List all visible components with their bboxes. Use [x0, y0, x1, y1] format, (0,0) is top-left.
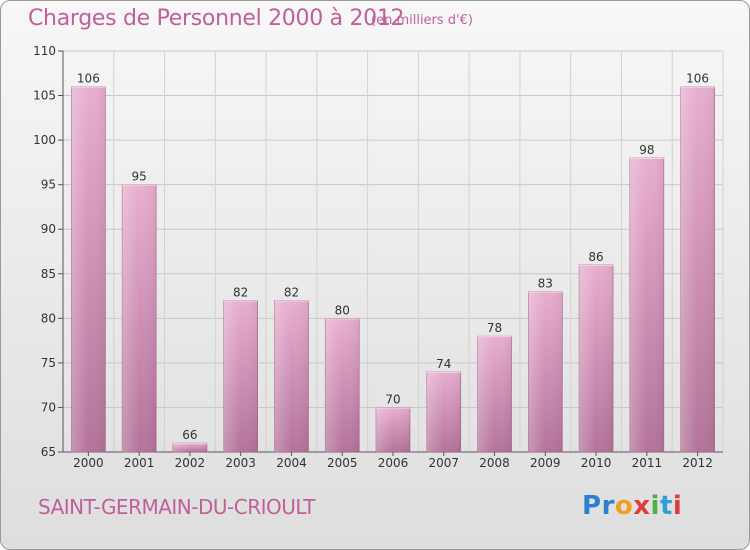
- logo-letter: x: [633, 491, 651, 521]
- data-label: 82: [233, 286, 248, 300]
- data-label: 83: [538, 277, 553, 291]
- y-tick-label: 75: [41, 356, 56, 370]
- logo-letter: o: [614, 491, 634, 521]
- data-label: 78: [487, 321, 502, 335]
- y-tick-label: 95: [41, 178, 56, 192]
- logo-letter: i: [672, 491, 683, 521]
- x-tick-label: 2010: [581, 456, 612, 470]
- data-label: 98: [639, 143, 654, 157]
- bar-highlight: [579, 264, 614, 452]
- y-tick-label: 105: [33, 89, 56, 103]
- x-tick-label: 2011: [632, 456, 663, 470]
- bar-highlight: [223, 300, 258, 452]
- bar-highlight: [528, 291, 563, 452]
- logo-letter: r: [601, 491, 615, 521]
- y-tick-label: 85: [41, 267, 56, 281]
- x-tick-label: 2001: [124, 456, 155, 470]
- y-tick-label: 90: [41, 222, 56, 236]
- chart-unit: (en milliers d'€): [371, 13, 473, 28]
- x-tick-label: 2003: [225, 456, 256, 470]
- data-label: 66: [182, 428, 197, 442]
- commune-name: SAINT-GERMAIN-DU-CRIOULT: [38, 495, 315, 519]
- x-tick-label: 2007: [428, 456, 459, 470]
- proxiti-logo: Proxiti: [582, 491, 682, 521]
- data-label: 106: [77, 72, 100, 86]
- x-tick-label: 2006: [378, 456, 409, 470]
- data-label: 82: [284, 286, 299, 300]
- bar-highlight: [376, 407, 410, 452]
- x-tick-label: 2012: [682, 456, 713, 470]
- bar-highlight: [680, 86, 715, 453]
- x-tick-label: 2005: [327, 456, 358, 470]
- x-tick-label: 2002: [175, 456, 206, 470]
- bar-highlight: [325, 318, 360, 452]
- bar-highlight: [122, 184, 157, 452]
- bar-highlight: [426, 371, 461, 452]
- bar-highlight: [172, 443, 207, 452]
- y-tick-label: 80: [41, 311, 56, 325]
- data-label: 74: [436, 357, 451, 371]
- data-label: 70: [385, 392, 400, 406]
- data-label: 106: [686, 72, 709, 86]
- x-tick-label: 2008: [479, 456, 510, 470]
- chart-title: Charges de Personnel 2000 à 2012: [28, 6, 405, 31]
- logo-letter: P: [582, 491, 602, 521]
- y-tick-label: 110: [33, 44, 56, 58]
- x-tick-label: 2009: [530, 456, 561, 470]
- x-tick-label: 2000: [73, 456, 104, 470]
- data-label: 95: [132, 170, 147, 184]
- bar-highlight: [274, 300, 309, 452]
- bar-highlight: [629, 157, 664, 452]
- y-tick-label: 100: [33, 133, 56, 147]
- logo-letter: t: [659, 491, 673, 521]
- bar-highlight: [477, 336, 512, 452]
- data-label: 80: [335, 303, 350, 317]
- y-tick-label: 65: [41, 445, 56, 459]
- y-tick-label: 70: [41, 400, 56, 414]
- x-tick-label: 2004: [276, 456, 307, 470]
- bar-highlight: [71, 86, 106, 453]
- data-label: 86: [588, 250, 603, 264]
- logo-letter: i: [650, 491, 660, 521]
